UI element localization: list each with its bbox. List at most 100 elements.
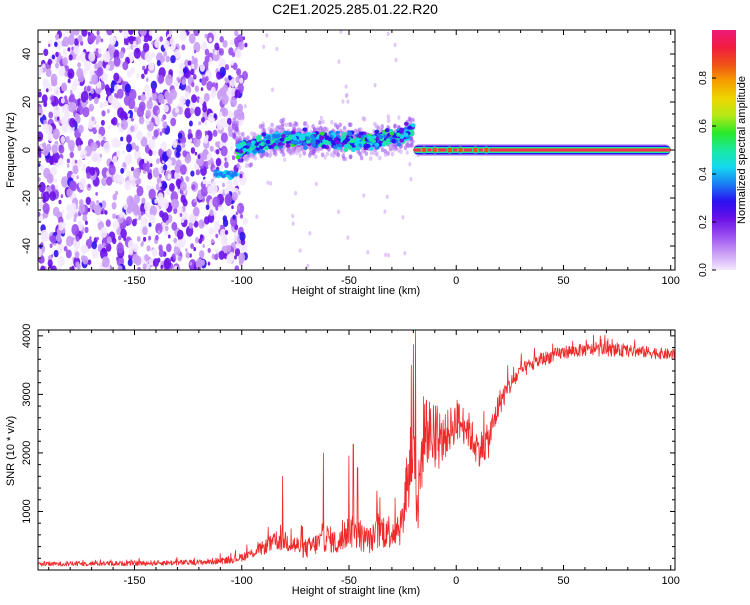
noise-cell	[185, 251, 190, 259]
noise-cell	[189, 261, 193, 266]
noise-cell	[195, 169, 200, 176]
tracking-cell	[330, 140, 336, 145]
noise-cell	[116, 88, 124, 99]
x-tick-label: 50	[557, 575, 569, 587]
noise-cell	[63, 246, 68, 252]
noise-cell	[67, 78, 71, 84]
stable-tone-bead	[482, 146, 490, 154]
noise-cell	[40, 242, 44, 247]
noise-cell	[55, 233, 62, 242]
noise-cell	[70, 207, 76, 216]
noise-cell	[126, 143, 132, 153]
noise-cell	[215, 248, 219, 254]
noise-cell	[182, 67, 187, 74]
tracking-halo-cell	[284, 122, 288, 128]
tracking-cell	[385, 138, 391, 143]
noise-cell	[38, 146, 42, 157]
noise-cell	[385, 194, 389, 199]
noise-cell	[141, 197, 146, 204]
noise-cell	[142, 65, 146, 71]
noise-cell	[243, 104, 247, 109]
y-tick-label: 4000	[21, 324, 33, 348]
noise-cell	[100, 227, 108, 238]
noise-cell	[294, 191, 298, 196]
x-tick-label: 50	[557, 275, 569, 287]
colorbar-tick-label: 0.2	[698, 215, 709, 229]
noise-cell	[167, 173, 172, 180]
noise-cell	[58, 199, 62, 205]
noise-cell	[135, 47, 140, 54]
noise-cell	[148, 62, 155, 71]
noise-cell	[199, 250, 205, 259]
spectrogram-y-axis: -40 -20 0 20 40	[21, 41, 675, 259]
noise-cell	[52, 151, 60, 164]
tracking-halo-cell	[377, 155, 382, 161]
noise-cell	[143, 84, 150, 94]
noise-cell	[319, 115, 323, 121]
noise-cell	[215, 157, 222, 167]
tracking-cell	[349, 139, 355, 144]
noise-cell	[189, 138, 193, 143]
tracking-cell	[246, 142, 252, 147]
noise-cell	[42, 123, 48, 132]
noise-cell	[165, 187, 171, 196]
stable-tone-bead	[431, 146, 439, 154]
noise-cell	[197, 154, 201, 159]
tracking-halo-cell	[287, 149, 291, 154]
tracking-cell	[321, 144, 327, 149]
snr-y-axis: 1000 2000 3000 4000	[21, 324, 675, 559]
noise-cell	[117, 265, 123, 270]
tracking-halo-cell	[232, 117, 237, 122]
stable-tone-peak	[413, 149, 671, 151]
noise-cell	[55, 33, 60, 40]
tracking-cell	[238, 152, 243, 157]
noise-cell	[70, 90, 73, 94]
noise-cell	[54, 86, 61, 96]
noise-cell	[152, 167, 160, 178]
noise-cell	[156, 60, 161, 67]
onset-cell	[213, 172, 219, 177]
noise-cell	[146, 132, 151, 138]
tracking-halo-cell	[235, 135, 239, 141]
noise-cell	[242, 70, 248, 81]
noise-cell	[75, 261, 80, 268]
noise-cell	[91, 248, 99, 259]
noise-cell	[232, 177, 239, 187]
noise-cell	[234, 89, 241, 98]
noise-cell	[177, 132, 183, 139]
noise-cell	[146, 245, 151, 252]
noise-cell	[205, 76, 209, 82]
tracking-halo-cell	[353, 128, 358, 134]
tracking-halo-cell	[392, 146, 397, 152]
noise-cell	[160, 264, 164, 270]
noise-cell	[144, 254, 150, 262]
snr-y-label: SNR (10 * v/v)	[5, 416, 17, 486]
noise-cell	[163, 104, 169, 113]
noise-cell	[97, 217, 101, 223]
noise-cell	[215, 233, 219, 239]
noise-cell	[151, 87, 156, 94]
noise-cell	[220, 189, 224, 194]
x-tick-label: 100	[662, 275, 680, 287]
noise-cell	[64, 65, 70, 72]
noise-cell	[219, 36, 224, 43]
noise-cell	[70, 180, 78, 192]
tracking-halo-cell	[330, 119, 334, 125]
noise-cell	[220, 132, 228, 143]
noise-cell	[212, 196, 220, 208]
tracking-cell	[302, 127, 308, 132]
noise-cell	[144, 51, 152, 63]
noise-cell	[75, 235, 80, 242]
noise-cell	[115, 190, 119, 196]
noise-cell	[76, 175, 79, 180]
noise-cell	[83, 150, 87, 155]
noise-cell	[55, 184, 59, 190]
noise-cell	[203, 92, 210, 102]
noise-cell	[55, 162, 59, 168]
noise-cell	[42, 191, 50, 202]
tracking-cell	[403, 121, 409, 126]
noise-cell	[201, 41, 208, 52]
noise-cell	[198, 121, 202, 126]
x-tick-label: -50	[341, 575, 357, 587]
noise-cell	[95, 34, 102, 44]
